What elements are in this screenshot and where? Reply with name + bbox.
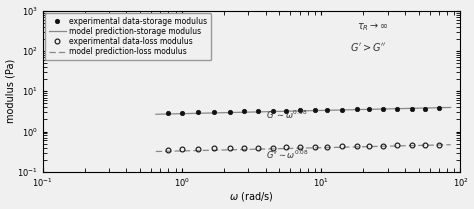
- experimental data-loss modulus: [211, 147, 217, 150]
- experimental data-loss modulus: [354, 145, 360, 148]
- model prediction-storage modulus: [154, 113, 160, 116]
- model prediction-loss modulus: [333, 146, 339, 149]
- model prediction-loss modulus: [328, 146, 333, 149]
- experimental data-storage modulus: [354, 108, 360, 111]
- experimental data-loss modulus: [270, 146, 276, 149]
- model prediction-loss modulus: [401, 144, 407, 147]
- Y-axis label: modulus (Pa): modulus (Pa): [6, 59, 16, 123]
- model prediction-storage modulus: [333, 109, 339, 111]
- experimental data-storage modulus: [410, 107, 415, 110]
- experimental data-storage modulus: [227, 111, 232, 113]
- experimental data-loss modulus: [312, 145, 318, 148]
- experimental data-storage modulus: [255, 110, 261, 112]
- experimental data-loss modulus: [423, 144, 428, 146]
- experimental data-loss modulus: [195, 148, 201, 150]
- experimental data-loss modulus: [165, 149, 171, 152]
- model prediction-loss modulus: [448, 143, 454, 146]
- experimental data-loss modulus: [436, 144, 442, 146]
- experimental data-storage modulus: [270, 110, 276, 112]
- experimental data-storage modulus: [179, 111, 185, 114]
- experimental data-loss modulus: [381, 145, 386, 147]
- Text: $G^{\prime}\sim\omega^{0.08}$: $G^{\prime}\sim\omega^{0.08}$: [266, 108, 307, 121]
- experimental data-loss modulus: [298, 146, 303, 148]
- experimental data-loss modulus: [227, 147, 232, 149]
- experimental data-storage modulus: [312, 109, 318, 111]
- model prediction-storage modulus: [328, 109, 334, 111]
- model prediction-loss modulus: [420, 144, 426, 147]
- experimental data-storage modulus: [241, 110, 247, 113]
- Line: experimental data-storage modulus: experimental data-storage modulus: [166, 106, 441, 115]
- experimental data-loss modulus: [410, 144, 415, 147]
- experimental data-loss modulus: [394, 144, 400, 147]
- model prediction-storage modulus: [328, 109, 333, 111]
- experimental data-loss modulus: [366, 145, 372, 147]
- model prediction-storage modulus: [448, 106, 454, 109]
- experimental data-storage modulus: [211, 111, 217, 113]
- Line: experimental data-loss modulus: experimental data-loss modulus: [166, 142, 441, 153]
- model prediction-loss modulus: [328, 146, 334, 149]
- experimental data-storage modulus: [381, 108, 386, 110]
- experimental data-loss modulus: [283, 146, 289, 148]
- experimental data-storage modulus: [366, 108, 372, 111]
- experimental data-loss modulus: [241, 147, 247, 149]
- experimental data-storage modulus: [283, 109, 289, 112]
- experimental data-storage modulus: [339, 108, 345, 111]
- experimental data-storage modulus: [436, 107, 442, 110]
- Line: model prediction-loss modulus: model prediction-loss modulus: [156, 145, 451, 152]
- experimental data-storage modulus: [324, 109, 330, 111]
- experimental data-storage modulus: [423, 107, 428, 110]
- Line: model prediction-storage modulus: model prediction-storage modulus: [156, 107, 451, 114]
- experimental data-loss modulus: [324, 145, 330, 148]
- experimental data-storage modulus: [165, 112, 171, 114]
- experimental data-loss modulus: [339, 145, 345, 148]
- model prediction-storage modulus: [401, 107, 407, 110]
- experimental data-loss modulus: [179, 148, 185, 151]
- model prediction-storage modulus: [153, 113, 159, 116]
- model prediction-loss modulus: [153, 150, 159, 153]
- experimental data-storage modulus: [298, 109, 303, 112]
- Text: $\tau_R \rightarrow \infty$: $\tau_R \rightarrow \infty$: [357, 21, 389, 33]
- Text: $G^{\prime\prime}\sim\omega^{0.08}$: $G^{\prime\prime}\sim\omega^{0.08}$: [266, 148, 309, 161]
- experimental data-loss modulus: [255, 146, 261, 149]
- experimental data-storage modulus: [195, 111, 201, 113]
- model prediction-storage modulus: [420, 107, 426, 109]
- model prediction-loss modulus: [154, 150, 160, 153]
- Text: $G^{\prime} > G^{\prime\prime}$: $G^{\prime} > G^{\prime\prime}$: [350, 41, 386, 53]
- Legend: experimental data-storage modulus, model prediction-storage modulus, experimenta: experimental data-storage modulus, model…: [45, 13, 211, 60]
- X-axis label: $\omega$ (rad/s): $\omega$ (rad/s): [229, 190, 274, 203]
- experimental data-storage modulus: [394, 108, 400, 110]
